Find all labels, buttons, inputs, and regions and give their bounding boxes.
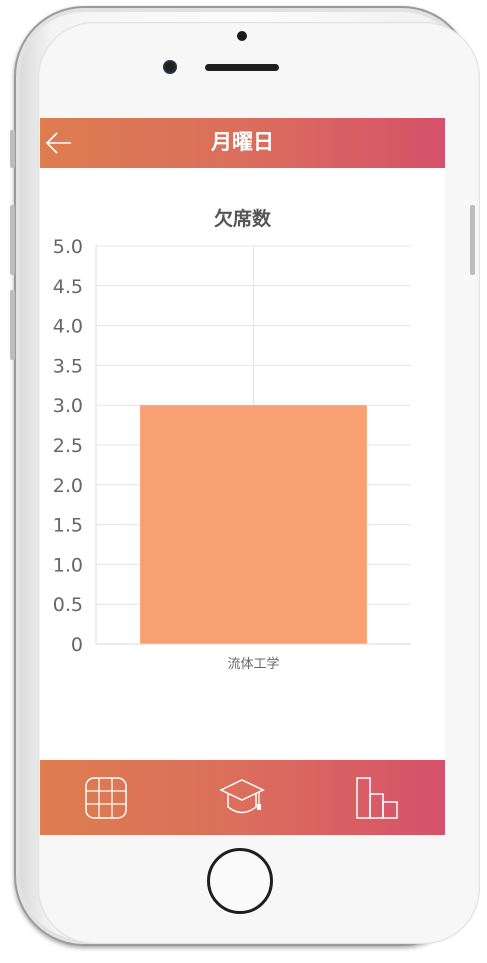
y-tick-label: 1.5	[53, 515, 83, 537]
tab-bar	[40, 760, 445, 835]
bar	[140, 405, 367, 644]
y-tick-label: 0.5	[53, 594, 83, 616]
bar-chart-icon	[356, 777, 398, 819]
back-button[interactable]	[44, 130, 74, 156]
mute-switch	[10, 130, 15, 168]
volume-down-button	[10, 290, 15, 360]
front-camera	[163, 60, 177, 74]
app-header: 月曜日	[40, 118, 445, 168]
earpiece-speaker	[205, 64, 279, 71]
proximity-sensor	[237, 31, 247, 41]
bar-chart: 0 0.5 1.0 1.5 2.0 2.5 3.0 3.5 4.0 4.5 5.0 流体工学	[53, 236, 411, 672]
y-tick-label: 3.5	[53, 355, 83, 377]
y-tick-label: 1.0	[53, 554, 83, 576]
app-screen: 月曜日 欠席数 0 0.5 1.0 1.5 2.0 2.5 3.0 3.5 4.0 4.5 5.0 流…	[40, 118, 445, 835]
graduation-cap-icon	[219, 779, 265, 814]
chart-title: 欠席数	[213, 208, 271, 230]
timetable-grid-icon	[85, 777, 127, 819]
x-tick-label: 流体工学	[227, 656, 279, 672]
volume-up-button	[10, 205, 15, 275]
y-tick-label: 5.0	[53, 236, 83, 258]
y-tick-label: 4.5	[53, 276, 83, 298]
page-title: 月曜日	[211, 130, 274, 154]
power-button	[470, 205, 475, 275]
y-tick-label: 2.0	[53, 475, 83, 497]
y-tick-label: 0	[71, 634, 83, 656]
y-tick-label: 2.5	[53, 435, 83, 457]
tab-courses[interactable]	[217, 774, 267, 822]
home-button[interactable]	[207, 848, 273, 914]
chart-area: 欠席数 0 0.5 1.0 1.5 2.0 2.5 3.0 3.5 4.0 4.5 5.0 流体工学	[40, 168, 445, 760]
tab-statistics[interactable]	[353, 774, 403, 822]
tab-timetable[interactable]	[81, 774, 131, 822]
arrow-left-icon	[45, 132, 71, 154]
y-tick-label: 4.0	[53, 316, 83, 338]
y-tick-label: 3.0	[53, 395, 83, 417]
